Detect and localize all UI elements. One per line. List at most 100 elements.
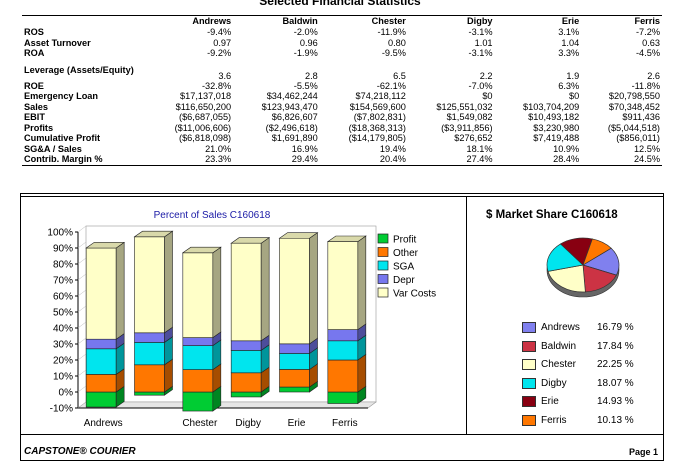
y-tick-label: 50% bbox=[53, 308, 73, 319]
table-row: Emergency Loan $17,137,018 $34,462,244 $74,… bbox=[22, 91, 662, 102]
table-row: Profits ($11,006,606) ($2,496,618) ($18,368… bbox=[22, 123, 662, 134]
table-cell: 0.80 bbox=[388, 37, 406, 48]
gridline bbox=[77, 353, 87, 361]
table-cell: $6,826,607 bbox=[271, 112, 318, 122]
pie-slice-chester bbox=[547, 264, 586, 293]
bar-side bbox=[357, 235, 367, 331]
bar-segment-profit bbox=[279, 380, 318, 393]
legend-percent: 10.13 % bbox=[597, 414, 634, 426]
table-cell: 18.1% bbox=[466, 143, 493, 154]
table-cell: 10.9% bbox=[553, 143, 580, 154]
column-header-digby: Digby bbox=[467, 16, 493, 26]
column-header-chester: Chester bbox=[371, 16, 406, 26]
bar-segment-var-costs bbox=[327, 235, 367, 331]
table-cell: 0.63 bbox=[642, 37, 660, 48]
row-label: ROA bbox=[24, 48, 45, 58]
pie-slice-digby bbox=[546, 243, 584, 272]
row-label: Contrib. Margin % bbox=[24, 154, 103, 164]
table-cell: -7.2% bbox=[635, 27, 660, 37]
table-cell: 29.4% bbox=[291, 154, 318, 164]
legend-swatch bbox=[377, 287, 389, 298]
bar-front bbox=[85, 374, 117, 393]
table-cell: 21.0% bbox=[205, 143, 232, 154]
bar-front bbox=[279, 386, 310, 393]
bar-front bbox=[85, 247, 117, 340]
table-cell: 3.6 bbox=[218, 70, 232, 81]
table-cell: 3.1% bbox=[558, 27, 580, 37]
table-cell: -11.9% bbox=[377, 27, 406, 37]
gridline bbox=[77, 321, 87, 329]
table-row: SG&A / Sales 21.0% 16.9% 19.4% 18.1% 10.9% 12.… bbox=[22, 144, 662, 155]
bar-side bbox=[260, 237, 270, 342]
x-tick-label: Digby bbox=[235, 418, 261, 429]
table-cell: 6.5 bbox=[393, 70, 406, 81]
table-cell: ($2,496,618) bbox=[265, 122, 318, 133]
table-cell: -9.4% bbox=[207, 27, 232, 37]
bar-segment-var-costs bbox=[182, 246, 222, 339]
table-cell: ($856,011) bbox=[616, 133, 660, 143]
legend-company: Erie bbox=[541, 396, 559, 408]
table-cell: -2.0% bbox=[293, 27, 318, 37]
table-cell: ($3,911,856) bbox=[441, 122, 493, 133]
row-label: Leverage (Assets/Equity) bbox=[24, 64, 134, 75]
legend-swatch bbox=[522, 377, 536, 389]
bar-front bbox=[327, 241, 359, 330]
table-cell: $0 bbox=[482, 91, 493, 101]
table-cell: ($6,818,098) bbox=[179, 133, 232, 143]
bar-segment-sga bbox=[85, 342, 125, 375]
bar-front bbox=[327, 391, 359, 404]
table-row: ROS -9.4% -2.0% -11.9% -3.1% 3.1% -7.2% bbox=[22, 27, 662, 38]
row-label: Cumulative Profit bbox=[24, 133, 101, 143]
bar-top bbox=[278, 232, 319, 239]
table-cell: ($7,802,831) bbox=[353, 112, 406, 122]
table-cell: $7,419,488 bbox=[533, 133, 580, 143]
bar-segment-var-costs bbox=[85, 241, 125, 340]
bar-segment-var-costs bbox=[230, 237, 270, 342]
y-tick-label: 90% bbox=[53, 244, 73, 255]
table-cell: -3.1% bbox=[468, 48, 493, 58]
table-cell: $0 bbox=[568, 91, 580, 101]
table-cell: 2.6 bbox=[647, 70, 660, 81]
legend-label: Depr bbox=[393, 275, 415, 286]
gridline bbox=[77, 289, 87, 297]
table-cell: -9.5% bbox=[381, 48, 406, 58]
table-cell: -5.5% bbox=[293, 80, 318, 91]
table-cell: $276,652 bbox=[454, 133, 493, 143]
table-cell: ($18,368,313) bbox=[348, 122, 406, 133]
table-cell: $103,704,209 bbox=[523, 101, 580, 112]
legend-swatch bbox=[377, 260, 389, 271]
bar-segment-sga bbox=[182, 339, 222, 371]
table-header-label bbox=[22, 16, 146, 27]
bar-top bbox=[181, 246, 222, 254]
financial-statistics-table: Andrews Baldwin Chester Digby Erie Ferris ROS… bbox=[22, 15, 662, 166]
table-cell: $17,137,018 bbox=[180, 91, 232, 101]
gridline bbox=[77, 337, 87, 345]
legend-swatch bbox=[377, 274, 389, 284]
bar-front bbox=[230, 372, 262, 393]
pie-slice-baldwin bbox=[582, 264, 617, 293]
column-header-erie: Erie bbox=[561, 16, 580, 26]
bar-front bbox=[327, 359, 359, 393]
table-cell: 6.3% bbox=[558, 80, 580, 91]
gridline bbox=[77, 401, 87, 409]
bar-front bbox=[230, 391, 262, 398]
table-cell: 19.4% bbox=[379, 143, 406, 154]
table-cell: -11.8% bbox=[631, 80, 660, 91]
bar-front bbox=[182, 252, 214, 338]
bar-segment-sga bbox=[134, 336, 173, 366]
table-cell: $74,218,112 bbox=[355, 91, 406, 101]
legend-swatch bbox=[377, 247, 389, 257]
table-row: Asset Turnover 0.97 0.96 0.80 1.01 1.04 0.63 bbox=[22, 38, 662, 49]
y-tick-label: 30% bbox=[53, 340, 73, 351]
table-row: ROE -32.8% -5.5% -62.1% -7.0% 6.3% -11.8% bbox=[22, 81, 662, 92]
bar-front bbox=[134, 342, 165, 366]
table-row: Sales $116,650,200 $123,943,470 $154,569,60… bbox=[22, 102, 662, 113]
bar-segment-sga bbox=[230, 344, 270, 374]
frame-top-line bbox=[20, 193, 664, 194]
y-tick-label: 10% bbox=[53, 372, 73, 383]
bar-front bbox=[230, 340, 262, 351]
row-label: ROE bbox=[24, 80, 44, 91]
legend-swatch bbox=[522, 414, 536, 426]
y-tick-label: 100% bbox=[47, 228, 73, 239]
footer-bottom-line bbox=[20, 460, 664, 461]
